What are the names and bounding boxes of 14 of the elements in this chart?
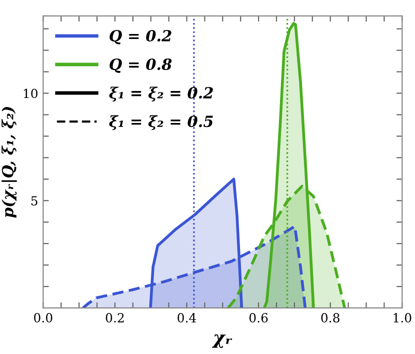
x-tick-label: 0.2 [106,313,124,323]
x-tick-label: 0.4 [178,313,196,323]
y-tick-label: 10 [24,88,38,98]
x-axis-title: χᵣ [212,334,232,348]
x-tick-label: 0.0 [34,313,52,323]
x-tick-label: 0.8 [321,313,340,323]
y-axis-title: p(χᵣ|Q, ξ₁, ξ₂) [2,107,17,218]
annotation: ξ₁ = ξ₂ = 0.5 [109,115,213,130]
x-tick-label: 0.6 [249,313,268,323]
annotation: Q = 0.8 [110,58,172,73]
annotation: ξ₁ = ξ₂ = 0.2 [109,86,213,102]
y-tick-label: 5 [31,196,38,206]
annotation: Q = 0.2 [110,30,172,44]
x-tick-label: 1.0 [394,313,412,323]
